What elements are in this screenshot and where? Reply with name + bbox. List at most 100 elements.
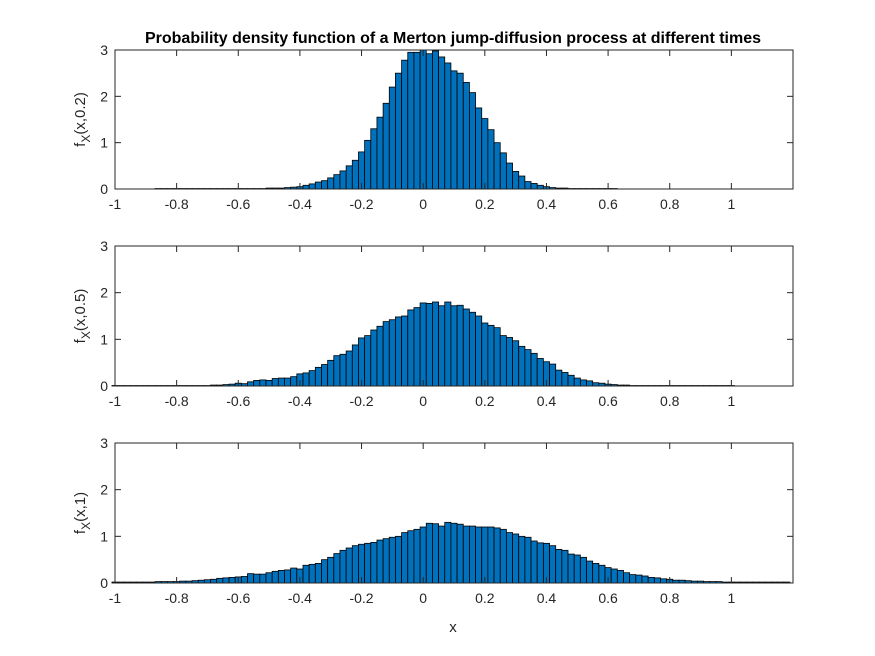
bar — [610, 568, 618, 584]
bar — [512, 533, 520, 584]
x-tick-label: -0.2 — [349, 590, 373, 606]
bar — [413, 528, 421, 584]
bar — [493, 142, 501, 190]
bar — [265, 379, 273, 387]
bar — [524, 536, 532, 584]
bar — [284, 377, 292, 387]
bar — [370, 542, 378, 584]
x-tick-label: 0.4 — [537, 393, 557, 409]
x-tick-label: 0.4 — [537, 590, 557, 606]
bar — [395, 535, 403, 584]
bar — [271, 378, 279, 387]
bar — [641, 575, 649, 584]
bar — [395, 316, 403, 387]
bar — [530, 183, 538, 190]
bar — [530, 540, 538, 584]
bar — [555, 549, 563, 584]
y-axis-label-argument: (x,0.2) — [72, 92, 89, 135]
bar — [401, 532, 409, 584]
bar — [401, 315, 409, 387]
bar — [364, 335, 372, 387]
bar — [475, 315, 483, 387]
x-tick-label: -0.2 — [349, 196, 373, 212]
bar — [210, 578, 218, 584]
bar — [475, 107, 483, 190]
bar — [438, 56, 446, 190]
bar — [573, 377, 581, 387]
y-tick-label: 1 — [100, 135, 108, 151]
bar — [549, 545, 557, 584]
bar — [370, 329, 378, 387]
y-tick-label: 2 — [100, 88, 108, 104]
x-tick-label: 0.8 — [660, 590, 680, 606]
bar — [586, 560, 594, 584]
bar — [364, 139, 372, 190]
bar — [487, 129, 495, 190]
bar — [555, 369, 563, 387]
y-axis-label-main: f — [72, 142, 89, 147]
bar — [333, 553, 341, 584]
bar — [284, 569, 292, 584]
x-tick-label: 0.6 — [598, 393, 618, 409]
bar — [333, 355, 341, 387]
bar — [358, 337, 366, 387]
bar — [549, 363, 557, 387]
bar — [351, 159, 359, 190]
bar — [444, 62, 452, 190]
y-tick-label: 3 — [100, 238, 108, 254]
bar — [530, 352, 538, 387]
bar — [469, 311, 476, 387]
bar — [586, 380, 594, 387]
y-tick-label: 1 — [100, 528, 108, 544]
bar — [327, 177, 335, 190]
bar — [493, 327, 501, 387]
bar — [432, 301, 439, 387]
bar — [302, 184, 310, 190]
x-tick-label: 1 — [727, 196, 735, 212]
bar — [450, 70, 458, 190]
bar — [518, 175, 526, 190]
bar — [247, 381, 255, 387]
bar — [327, 359, 335, 387]
x-tick-label: 0.8 — [660, 196, 680, 212]
bar — [505, 337, 513, 387]
axes-box — [114, 442, 794, 584]
bar — [475, 526, 483, 584]
bar — [647, 577, 655, 584]
bar — [247, 573, 255, 584]
y-axis-label-main: f — [72, 338, 89, 343]
bar — [592, 563, 600, 584]
bar — [345, 165, 353, 190]
x-tick-label: -0.4 — [288, 196, 312, 212]
bar — [351, 344, 359, 387]
y-axis-label-subscript: X — [79, 522, 93, 530]
chart-title: Probability density function of a Merton… — [145, 30, 761, 47]
bar — [308, 370, 316, 387]
bar — [222, 577, 230, 584]
x-tick-label: -0.8 — [165, 196, 189, 212]
bars-group — [111, 521, 791, 584]
bar — [314, 366, 322, 387]
y-axis-label-subscript: X — [79, 331, 93, 339]
bar — [444, 521, 452, 584]
bar — [302, 564, 310, 584]
bar — [419, 49, 427, 190]
bar — [382, 538, 390, 584]
x-tick-label: 0.4 — [537, 196, 557, 212]
bar — [536, 542, 544, 584]
x-tick-label: -0.4 — [288, 590, 312, 606]
y-tick-label: 0 — [100, 575, 108, 591]
subplot-3: -1 -0.8 -0.6 -0.4 -0.2 0 0.2 0.4 0.6 0.8 1 0 1 2 3 fX(x… — [72, 435, 794, 606]
y-tick-label: 2 — [100, 285, 108, 301]
bar — [228, 577, 236, 584]
bar — [462, 82, 470, 190]
axes-box — [114, 245, 794, 387]
x-tick-label: 1 — [727, 393, 735, 409]
bar — [321, 559, 329, 584]
bar — [413, 307, 421, 387]
bar — [290, 567, 298, 584]
bar — [240, 576, 248, 584]
bar — [567, 553, 575, 584]
bar — [536, 358, 544, 387]
